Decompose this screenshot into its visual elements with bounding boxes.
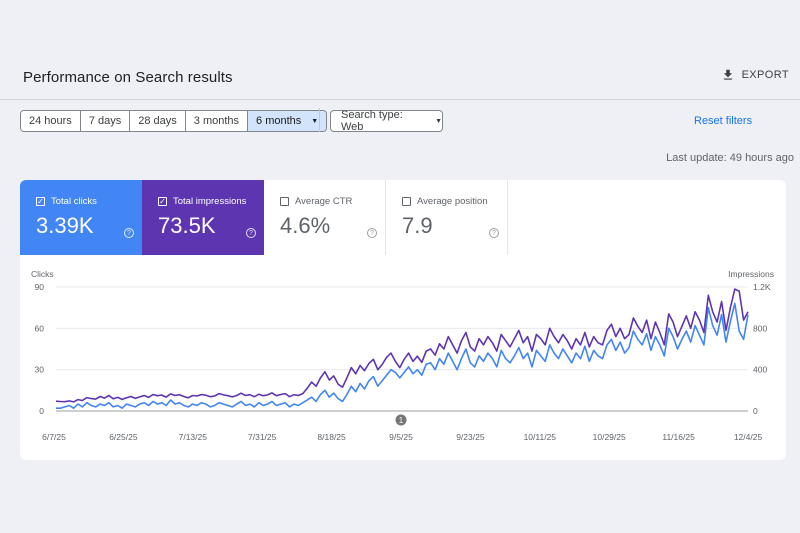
metric-label: Average CTR [295, 196, 353, 207]
annotation-label: 1 [399, 416, 404, 425]
range-24-hours[interactable]: 24 hours [21, 111, 81, 131]
checkbox-unchecked-icon[interactable] [402, 197, 411, 206]
metric-average-position[interactable]: Average position 7.9 ? [386, 180, 508, 255]
right-axis-label: Impressions [728, 269, 774, 279]
x-tick-label: 7/13/25 [179, 432, 208, 442]
export-button[interactable]: EXPORT [721, 68, 789, 82]
x-tick-label: 10/29/25 [593, 432, 626, 442]
x-tick-label: 7/31/25 [248, 432, 277, 442]
metric-value: 4.6% [280, 213, 331, 238]
range-7-days[interactable]: 7 days [80, 111, 131, 131]
reset-filters-link[interactable]: Reset filters [694, 115, 753, 127]
left-tick-label: 30 [35, 365, 45, 375]
checkbox-unchecked-icon[interactable] [280, 197, 289, 206]
x-tick-label: 6/25/25 [109, 432, 138, 442]
download-icon [723, 69, 732, 80]
metric-value: 73.5K [158, 213, 216, 238]
range-6-months-label: 6 months [256, 115, 302, 127]
left-tick-label: 0 [39, 406, 44, 416]
metric-label: Average position [417, 196, 488, 207]
help-icon[interactable]: ? [367, 228, 377, 238]
x-tick-label: 8/18/25 [317, 432, 346, 442]
range-6-months[interactable]: 6 months ▼ [248, 111, 327, 131]
x-tick-label: 11/16/25 [662, 432, 695, 442]
clicks-series-line [56, 302, 749, 409]
metric-value: 3.39K [36, 213, 94, 238]
metric-label: Total clicks [51, 196, 97, 207]
range-3-months[interactable]: 3 months [185, 111, 249, 131]
export-label: EXPORT [741, 69, 789, 81]
left-tick-label: 90 [35, 282, 45, 292]
search-type-dropdown[interactable]: Search type: Web ▼ [330, 109, 443, 133]
metric-value: 7.9 [402, 213, 433, 238]
right-tick-label: 800 [753, 323, 767, 333]
range-28-days[interactable]: 28 days [130, 111, 186, 131]
x-tick-label: 12/4/25 [734, 432, 763, 442]
chart-svg: Clicks Impressions 0 0 30 400 60 800 90 1.2K 6/7/2… [31, 269, 774, 442]
help-icon[interactable]: ? [246, 228, 256, 238]
x-tick-label: 9/5/25 [389, 432, 413, 442]
performance-chart: Clicks Impressions 0 0 30 400 60 800 90 1.2K 6/7/2… [20, 255, 786, 460]
metric-total-clicks[interactable]: ✓ Total clicks 3.39K ? [20, 180, 142, 255]
right-tick-label: 0 [753, 406, 758, 416]
checkbox-checked-icon[interactable]: ✓ [36, 196, 45, 206]
performance-card: ✓ Total clicks 3.39K ? ✓ Total impressio… [20, 180, 786, 460]
x-tick-label: 6/7/25 [42, 432, 66, 442]
x-tick-label: 9/23/25 [456, 432, 485, 442]
caret-down-icon: ▼ [435, 117, 442, 125]
left-axis-label: Clicks [31, 269, 54, 279]
page-title: Performance on Search results [23, 69, 233, 86]
date-range-selector: 24 hours 7 days 28 days 3 months 6 month… [20, 110, 328, 132]
page-header: Performance on Search results EXPORT [0, 0, 800, 100]
filter-divider [319, 108, 320, 132]
impressions-series-line [55, 288, 749, 403]
checkbox-checked-icon[interactable]: ✓ [158, 196, 167, 206]
search-type-label: Search type: Web [341, 109, 403, 133]
left-tick-label: 60 [35, 323, 45, 333]
help-icon[interactable]: ? [489, 228, 499, 238]
last-update-text: Last update: 49 hours ago [666, 152, 794, 164]
x-tick-label: 10/11/25 [524, 432, 557, 442]
metric-label: Total impressions [173, 196, 247, 207]
metric-total-impressions[interactable]: ✓ Total impressions 73.5K ? [142, 180, 264, 255]
caret-down-icon: ▼ [311, 117, 319, 125]
annotation-marker [395, 414, 407, 426]
metric-average-ctr[interactable]: Average CTR 4.6% ? [264, 180, 386, 255]
right-tick-label: 1.2K [753, 282, 771, 292]
help-icon[interactable]: ? [124, 228, 134, 238]
right-tick-label: 400 [753, 365, 767, 375]
